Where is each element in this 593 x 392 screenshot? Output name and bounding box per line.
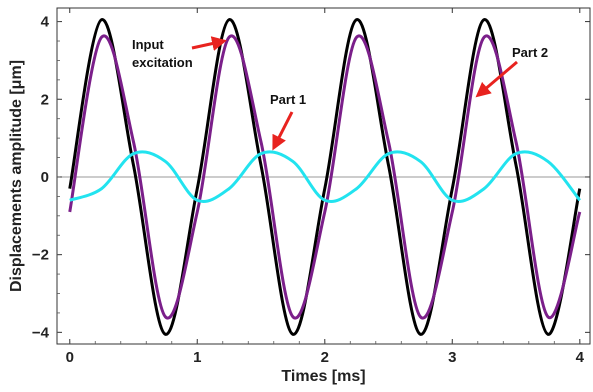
plot-frame-rect bbox=[56, 7, 591, 345]
annotation-label: Input excitation bbox=[132, 37, 193, 70]
x-tick-label: 3 bbox=[448, 349, 456, 366]
series-line-0 bbox=[68, 18, 582, 336]
annotation-label: Part 1 bbox=[270, 92, 306, 107]
annotations: Input excitation Part 1 Part 2 bbox=[132, 36, 548, 151]
axis-ticks: 0 1 2 3 4 −4 −2 0 2 4 bbox=[32, 8, 590, 366]
y-tick-label: 4 bbox=[41, 14, 50, 31]
y-axis-label: Displacements amplitude [μm] bbox=[8, 60, 25, 292]
x-axis-label: Times [ms] bbox=[281, 368, 365, 385]
y-tick-label: −4 bbox=[32, 324, 50, 341]
x-tick-label: 2 bbox=[321, 349, 329, 366]
y-tick-label: 2 bbox=[41, 91, 49, 108]
annotation-arrow bbox=[272, 111, 294, 151]
x-tick-label: 4 bbox=[576, 349, 585, 366]
annotation-arrow bbox=[475, 60, 518, 98]
y-tick-label: 0 bbox=[41, 169, 49, 186]
y-tick-label: −2 bbox=[32, 247, 49, 264]
x-tick-label: 0 bbox=[66, 349, 74, 366]
series-line-2 bbox=[69, 150, 581, 203]
annotation-arrow bbox=[191, 36, 227, 51]
series-lines bbox=[68, 18, 582, 336]
x-tick-label: 1 bbox=[193, 349, 201, 366]
annotation-label: Part 2 bbox=[512, 45, 548, 60]
plot-frame bbox=[56, 7, 591, 345]
series-line-1 bbox=[68, 34, 582, 320]
